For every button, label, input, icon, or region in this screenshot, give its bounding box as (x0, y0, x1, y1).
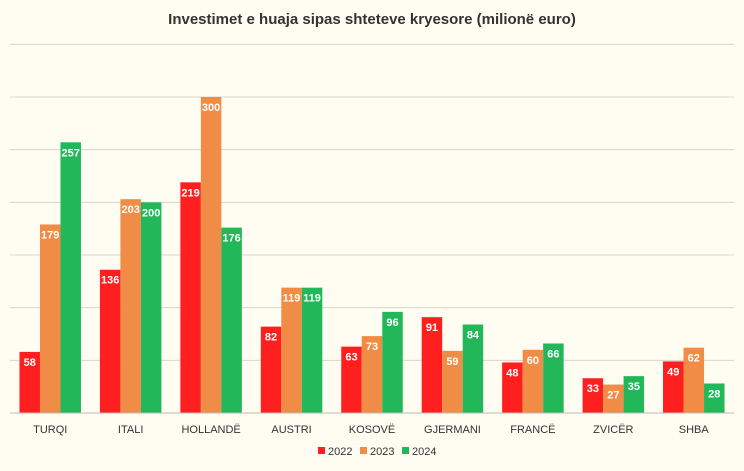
data-label: 60 (527, 355, 539, 367)
bar-2022 (421, 317, 443, 413)
data-labels: 58 179 257 136 203 200 219 300 176 82 119 119 63 73 96… (24, 102, 721, 402)
data-label: 203 (121, 204, 139, 216)
legend-swatch-2024 (402, 447, 409, 454)
bar-2022 (663, 361, 684, 413)
bar-2022 (582, 378, 604, 413)
data-label: 33 (587, 383, 599, 395)
x-axis-ticks: TURQI ITALI HOLLANDË AUSTRI KOSOVË GJERMANI FR… (33, 424, 709, 436)
data-label: 257 (62, 147, 80, 159)
data-label: 58 (24, 357, 36, 369)
data-label: 179 (41, 229, 59, 241)
bar-2024 (301, 287, 323, 413)
bar-2024 (221, 227, 242, 413)
data-label: 49 (667, 366, 679, 378)
bar-2024 (382, 311, 403, 413)
bar-2023 (522, 349, 544, 413)
bar-2023 (120, 199, 141, 413)
x-tick-label: GJERMANI (424, 424, 481, 436)
x-tick-label: HOLLANDË (181, 424, 240, 436)
legend-swatch-2022 (318, 447, 325, 454)
data-label: 63 (345, 352, 357, 364)
data-label: 176 (222, 233, 240, 245)
bar-2022 (99, 269, 121, 413)
legend-label: 2023 (370, 446, 394, 458)
bar-2023 (361, 336, 383, 413)
data-label: 27 (607, 390, 619, 402)
bar-2024 (543, 343, 564, 413)
bar-2023 (442, 350, 463, 413)
bar-2024 (140, 202, 162, 413)
x-tick-label: KOSOVË (349, 424, 395, 436)
data-label: 66 (547, 348, 559, 360)
bar-2024 (462, 324, 484, 413)
legend-swatch-2023 (360, 447, 367, 454)
bar-2023 (683, 347, 705, 413)
bar-2022 (260, 326, 282, 413)
data-label: 59 (446, 356, 458, 368)
bar-2022 (180, 182, 201, 413)
data-label: 82 (265, 332, 277, 344)
bar-2024 (60, 142, 81, 413)
chart-title: Investimet e huaja sipas shteteve kryeso… (168, 11, 576, 28)
data-label: 62 (688, 353, 700, 365)
x-tick-label: FRANCË (510, 424, 555, 436)
x-tick-label: TURQI (33, 424, 67, 436)
data-label: 73 (366, 341, 378, 353)
data-label: 200 (142, 207, 160, 219)
bar-2023 (281, 287, 302, 413)
x-tick-label: SHBA (679, 424, 710, 436)
bars (19, 97, 725, 413)
data-label: 84 (467, 330, 480, 342)
bar-2023 (200, 97, 222, 413)
data-label: 119 (283, 293, 301, 305)
x-tick-label: ITALI (118, 424, 143, 436)
legend: 2022 2023 2024 (318, 446, 436, 458)
bar-2024 (623, 376, 645, 413)
x-tick-label: AUSTRI (271, 424, 311, 436)
bar-2023 (39, 224, 61, 413)
legend-label: 2024 (412, 446, 436, 458)
data-label: 119 (303, 293, 321, 305)
bar-2022 (502, 362, 523, 413)
legend-label: 2022 (328, 446, 352, 458)
data-label: 136 (101, 275, 119, 287)
data-label: 96 (386, 317, 398, 329)
data-label: 48 (506, 367, 518, 379)
data-label: 91 (426, 322, 438, 334)
data-label: 219 (181, 187, 199, 199)
bar-2022 (341, 346, 362, 413)
data-label: 300 (202, 102, 220, 114)
bar-2022 (19, 351, 40, 413)
data-label: 35 (628, 381, 640, 393)
x-tick-label: ZVICËR (593, 424, 633, 436)
bar-2023 (603, 384, 624, 413)
bar-2024 (704, 383, 725, 413)
data-label: 28 (708, 389, 720, 401)
